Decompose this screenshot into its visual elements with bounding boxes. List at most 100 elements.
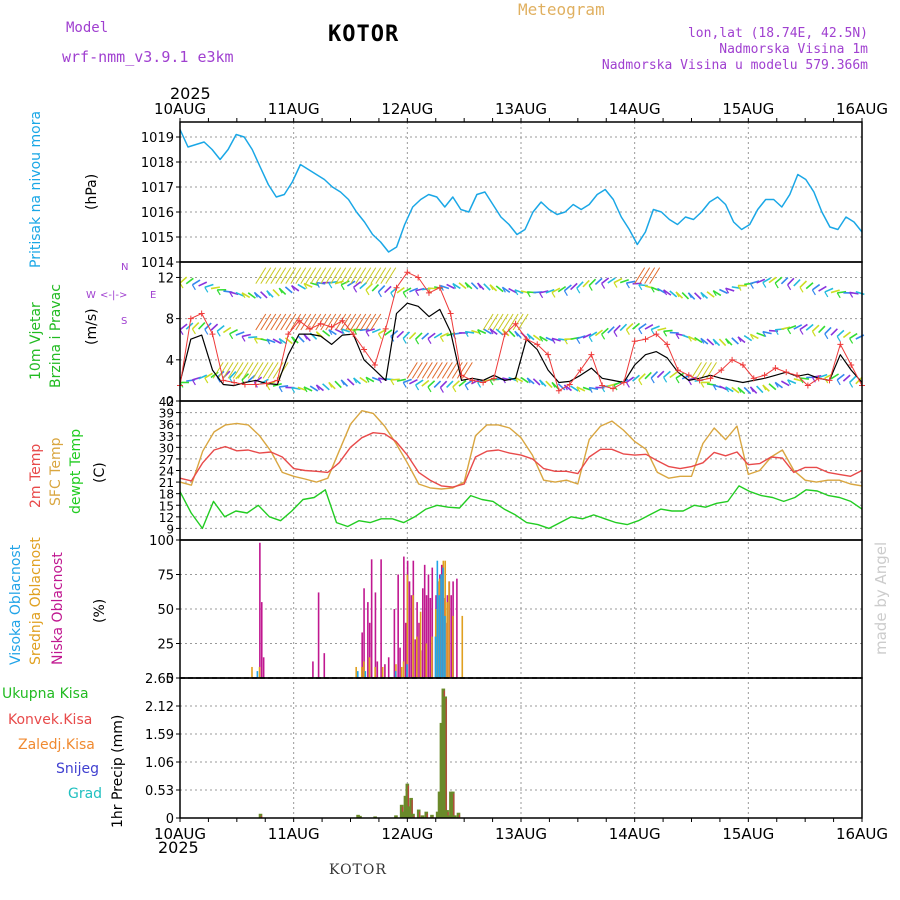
wind-barb xyxy=(483,328,492,335)
wind-barb xyxy=(396,378,406,382)
wind-barb-feather xyxy=(427,386,432,393)
wind-barb-feather xyxy=(836,336,841,342)
wind-barb xyxy=(191,322,200,330)
wind-barb xyxy=(594,277,603,286)
wind-flag-hatch xyxy=(305,267,317,284)
wind-barb-feather xyxy=(439,336,444,343)
x-tick-label-top: 10AUG xyxy=(154,100,206,118)
wind-barb xyxy=(718,338,727,347)
wind-barb-feather xyxy=(650,377,655,384)
wind-barb-feather xyxy=(824,377,829,384)
wind-barb-feather xyxy=(514,289,519,296)
wind-flag-hatch xyxy=(237,362,249,379)
cloud-bar-m xyxy=(258,666,261,678)
compass-arrows: <-|-> xyxy=(100,290,128,301)
y-tick-label: 2.65 xyxy=(145,672,174,687)
cloud-bar-m xyxy=(362,661,365,678)
wind-barb xyxy=(570,282,578,291)
meteogram-title: Meteogram xyxy=(518,0,605,19)
wind-flag-hatch xyxy=(242,362,254,379)
cloud-bar-h xyxy=(440,574,442,678)
wind-barb-feather xyxy=(762,331,767,338)
wind-gust-marker xyxy=(469,377,476,384)
wind-flag-hatch xyxy=(247,362,259,379)
wind-barb-feather xyxy=(353,286,358,293)
wind-barb xyxy=(427,332,436,340)
cloud-bar-m xyxy=(446,602,448,678)
wind-barb-feather xyxy=(390,292,395,299)
wind-gust-marker xyxy=(610,385,617,392)
wind-barb-feather xyxy=(588,285,593,291)
wind-flag-hatch xyxy=(232,362,244,379)
wind-barb xyxy=(818,373,828,379)
year-bottom: 2025 xyxy=(158,838,199,857)
wind-barb-feather xyxy=(229,291,234,298)
wind-barb-feather xyxy=(402,382,407,388)
wind-barb xyxy=(650,371,659,379)
y-tick-label: 0.53 xyxy=(145,784,174,799)
y-tick-label: 1017 xyxy=(141,181,174,196)
wind-flag-hatch xyxy=(370,313,382,331)
wind-gust-marker xyxy=(685,372,692,379)
wind-barb xyxy=(694,336,703,344)
wind-flag-hatch xyxy=(300,267,312,284)
wind-barb xyxy=(743,334,753,342)
wind-barb xyxy=(483,283,491,291)
wind-gust-marker xyxy=(263,380,270,387)
compass-north: N xyxy=(121,262,129,273)
wind-gust-marker xyxy=(231,379,238,386)
wind-barb-feather xyxy=(365,377,370,383)
wind-barb xyxy=(787,379,797,385)
cloud-bar-l xyxy=(421,588,424,678)
wind-barb xyxy=(222,326,232,334)
wind-barb xyxy=(396,330,405,339)
wind-barb xyxy=(514,289,524,294)
wind-barb xyxy=(688,335,697,342)
wind-gust-marker xyxy=(382,325,389,332)
wind-flag-hatch xyxy=(517,313,529,331)
y-tick-label: 1019 xyxy=(141,131,174,146)
wind-barb xyxy=(849,375,857,384)
wind-gust-marker xyxy=(317,320,324,327)
wind-barb xyxy=(415,379,424,386)
wind-barb-feather xyxy=(663,330,668,337)
wind-barb xyxy=(346,378,355,386)
wind-barb-feather xyxy=(787,328,792,335)
wind-barb-feather xyxy=(340,284,345,291)
wind-barb-feather xyxy=(241,292,246,299)
wind-barb xyxy=(204,372,213,379)
wind-barb xyxy=(650,286,660,292)
y-tick-label: 36 xyxy=(159,418,174,432)
precip-bar xyxy=(399,804,404,818)
cloud-bar-m xyxy=(381,666,384,678)
wind-barb xyxy=(439,380,448,389)
wind-barb xyxy=(805,323,814,331)
wind-barb xyxy=(557,285,567,293)
wind-gust-marker xyxy=(404,269,411,276)
wind-barb xyxy=(365,328,375,333)
footer-city: KOTOR xyxy=(329,862,387,878)
wind-barb-feather xyxy=(204,377,209,384)
wind-barb xyxy=(675,372,685,379)
wind-barb-feather xyxy=(204,286,209,293)
wind-barb-feather xyxy=(303,334,308,340)
wind-flag-hatch xyxy=(310,267,322,284)
wind-gust-marker xyxy=(783,369,790,376)
cloud-bar-m xyxy=(419,611,422,678)
y-tick-label: 50 xyxy=(157,603,174,618)
cloud-bar-h xyxy=(438,595,441,678)
y-tick-label: 33 xyxy=(159,430,174,444)
wind-barb xyxy=(384,329,393,336)
x-tick-label-bottom: 12AUG xyxy=(381,825,433,843)
precip-bar xyxy=(445,810,449,818)
wind-barb xyxy=(830,373,840,380)
wind-barb xyxy=(452,282,461,290)
wind-barb xyxy=(185,277,194,285)
cloud-bar-m xyxy=(461,615,464,678)
y-tick-label: 1.59 xyxy=(145,728,174,743)
wind-gust-marker xyxy=(252,381,259,388)
wind-barb-feather xyxy=(675,291,680,298)
wind-barb xyxy=(805,282,814,290)
cloud-bar-l xyxy=(380,559,382,678)
